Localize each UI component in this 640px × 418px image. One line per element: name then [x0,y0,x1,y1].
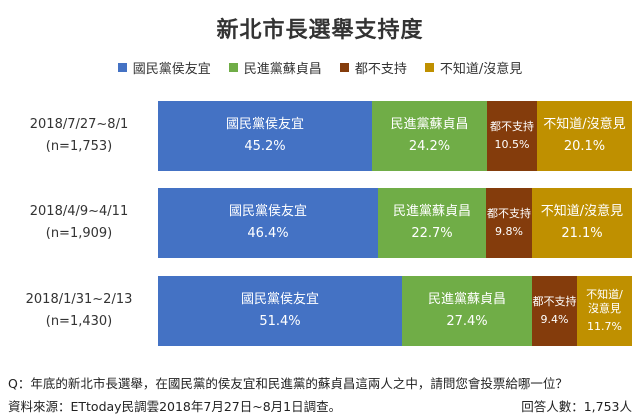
legend-swatch-0 [117,63,127,72]
legend-label-3: 不知道/沒意見 [439,62,523,77]
chart-title: 新北市長選舉支持度 [216,18,424,43]
segment-name-2-2: 都不支持 [532,295,577,308]
bar-segment-0-0: 國民黨侯友宜 45.2% [158,101,372,171]
data-source: 資料來源：ETtoday民調雲2018年7月27日~8月1日調查。 [8,399,342,414]
bar-segment-2-1: 民進黨蘇貞昌 27.4% [402,276,532,346]
bar-segment-0-1: 民進黨蘇貞昌 24.2% [372,101,487,171]
data-label-1-1: 22.7% [411,226,453,241]
category-period-1: 2018/4/9~4/11 [29,204,129,219]
bar-segment-0-3: 不知道/沒意見 20.1% [537,101,632,171]
segment-name-2-0: 國民黨侯友宜 [240,292,319,307]
data-label-2-0: 51.4% [259,314,301,329]
bar-segment-2-3: 不知道/沒意見 11.7% [577,276,632,346]
segment-name-2-3-0: 不知道/ [586,288,623,301]
data-label-1-0: 46.4% [247,226,289,241]
segment-name-1-1: 民進黨蘇貞昌 [392,204,471,219]
survey-question: Q：年底的新北市長選舉，在國民黨的侯友宜和民進黨的蘇貞昌這兩人之中，請問您會投票… [8,376,568,391]
segment-name-1-2: 都不支持 [487,207,531,220]
bar-segment-2-2: 都不支持 9.4% [532,276,577,346]
bar-segment-2-0: 國民黨侯友宜 51.4% [158,276,402,346]
segment-name-0-0: 國民黨侯友宜 [225,117,304,132]
category-label-0: 2018/7/27~8/1 (n=1,753) [0,114,158,158]
category-period-2: 2018/1/31~2/13 [25,292,133,307]
category-period-0: 2018/7/27~8/1 [29,117,129,132]
bar-segment-1-0: 國民黨侯友宜 46.4% [158,188,378,258]
bar-segment-0-2: 都不支持 10.5% [487,101,537,171]
category-sample-size-2: (n=1,430) [45,314,113,329]
legend-entry-1: 民進黨蘇貞昌 [228,58,322,77]
legend-swatch-2 [339,63,349,72]
data-label-0-3: 20.1% [563,139,606,154]
legend: 國民黨侯友宜 民進黨蘇貞昌 都不支持 不知道/沒意見 [0,58,640,77]
respondent-count: 回答人數：1,753人 [521,399,632,414]
stacked-bar-1: 國民黨侯友宜 46.4% 民進黨蘇貞昌 22.7% 都不支持 9.8% 不知道/沒意見 21.… [158,188,632,258]
segment-name-0-1: 民進黨蘇貞昌 [390,117,469,132]
legend-swatch-1 [228,63,238,72]
data-label-0-2: 10.5% [494,138,530,151]
segment-name-2-3-1: 沒意見 [588,302,621,315]
legend-label-1: 民進黨蘇貞昌 [243,62,322,77]
segment-name-2-1: 民進黨蘇貞昌 [427,292,506,307]
segment-name-1-3: 不知道/沒意見 [540,204,624,219]
legend-entry-0: 國民黨侯友宜 [117,58,211,77]
segment-name-0-2: 都不支持 [490,120,534,133]
data-label-0-1: 24.2% [408,139,451,154]
segment-name-1-0: 國民黨侯友宜 [228,204,307,219]
bar-segment-1-1: 民進黨蘇貞昌 22.7% [378,188,486,258]
data-label-2-3: 11.7% [587,320,622,333]
bar-segment-1-2: 都不支持 9.8% [486,188,532,258]
bar-segment-1-3: 不知道/沒意見 21.1% [532,188,632,258]
category-sample-size-0: (n=1,753) [45,139,113,154]
data-label-2-1: 27.4% [446,314,488,329]
legend-swatch-3 [424,63,434,72]
data-label-1-3: 21.1% [561,226,603,241]
category-label-2: 2018/1/31~2/13 (n=1,430) [0,289,158,333]
category-sample-size-1: (n=1,909) [45,226,113,241]
data-label-1-2: 9.8% [495,225,523,238]
stacked-bar-0: 國民黨侯友宜 45.2% 民進黨蘇貞昌 24.2% 都不支持 10.5% 不知道/沒意見 20… [158,101,632,171]
category-label-1: 2018/4/9~4/11 (n=1,909) [0,201,158,245]
legend-label-2: 都不支持 [354,62,407,77]
legend-label-0: 國民黨侯友宜 [132,62,211,77]
legend-entry-2: 都不支持 [339,58,407,77]
data-label-0-0: 45.2% [244,139,286,154]
data-label-2-2: 9.4% [540,313,569,326]
legend-entry-3: 不知道/沒意見 [424,58,523,77]
segment-name-0-3: 不知道/沒意見 [543,117,626,132]
stacked-bar-2: 國民黨侯友宜 51.4% 民進黨蘇貞昌 27.4% 都不支持 9.4% 不知道/沒意見 11.… [158,276,632,346]
